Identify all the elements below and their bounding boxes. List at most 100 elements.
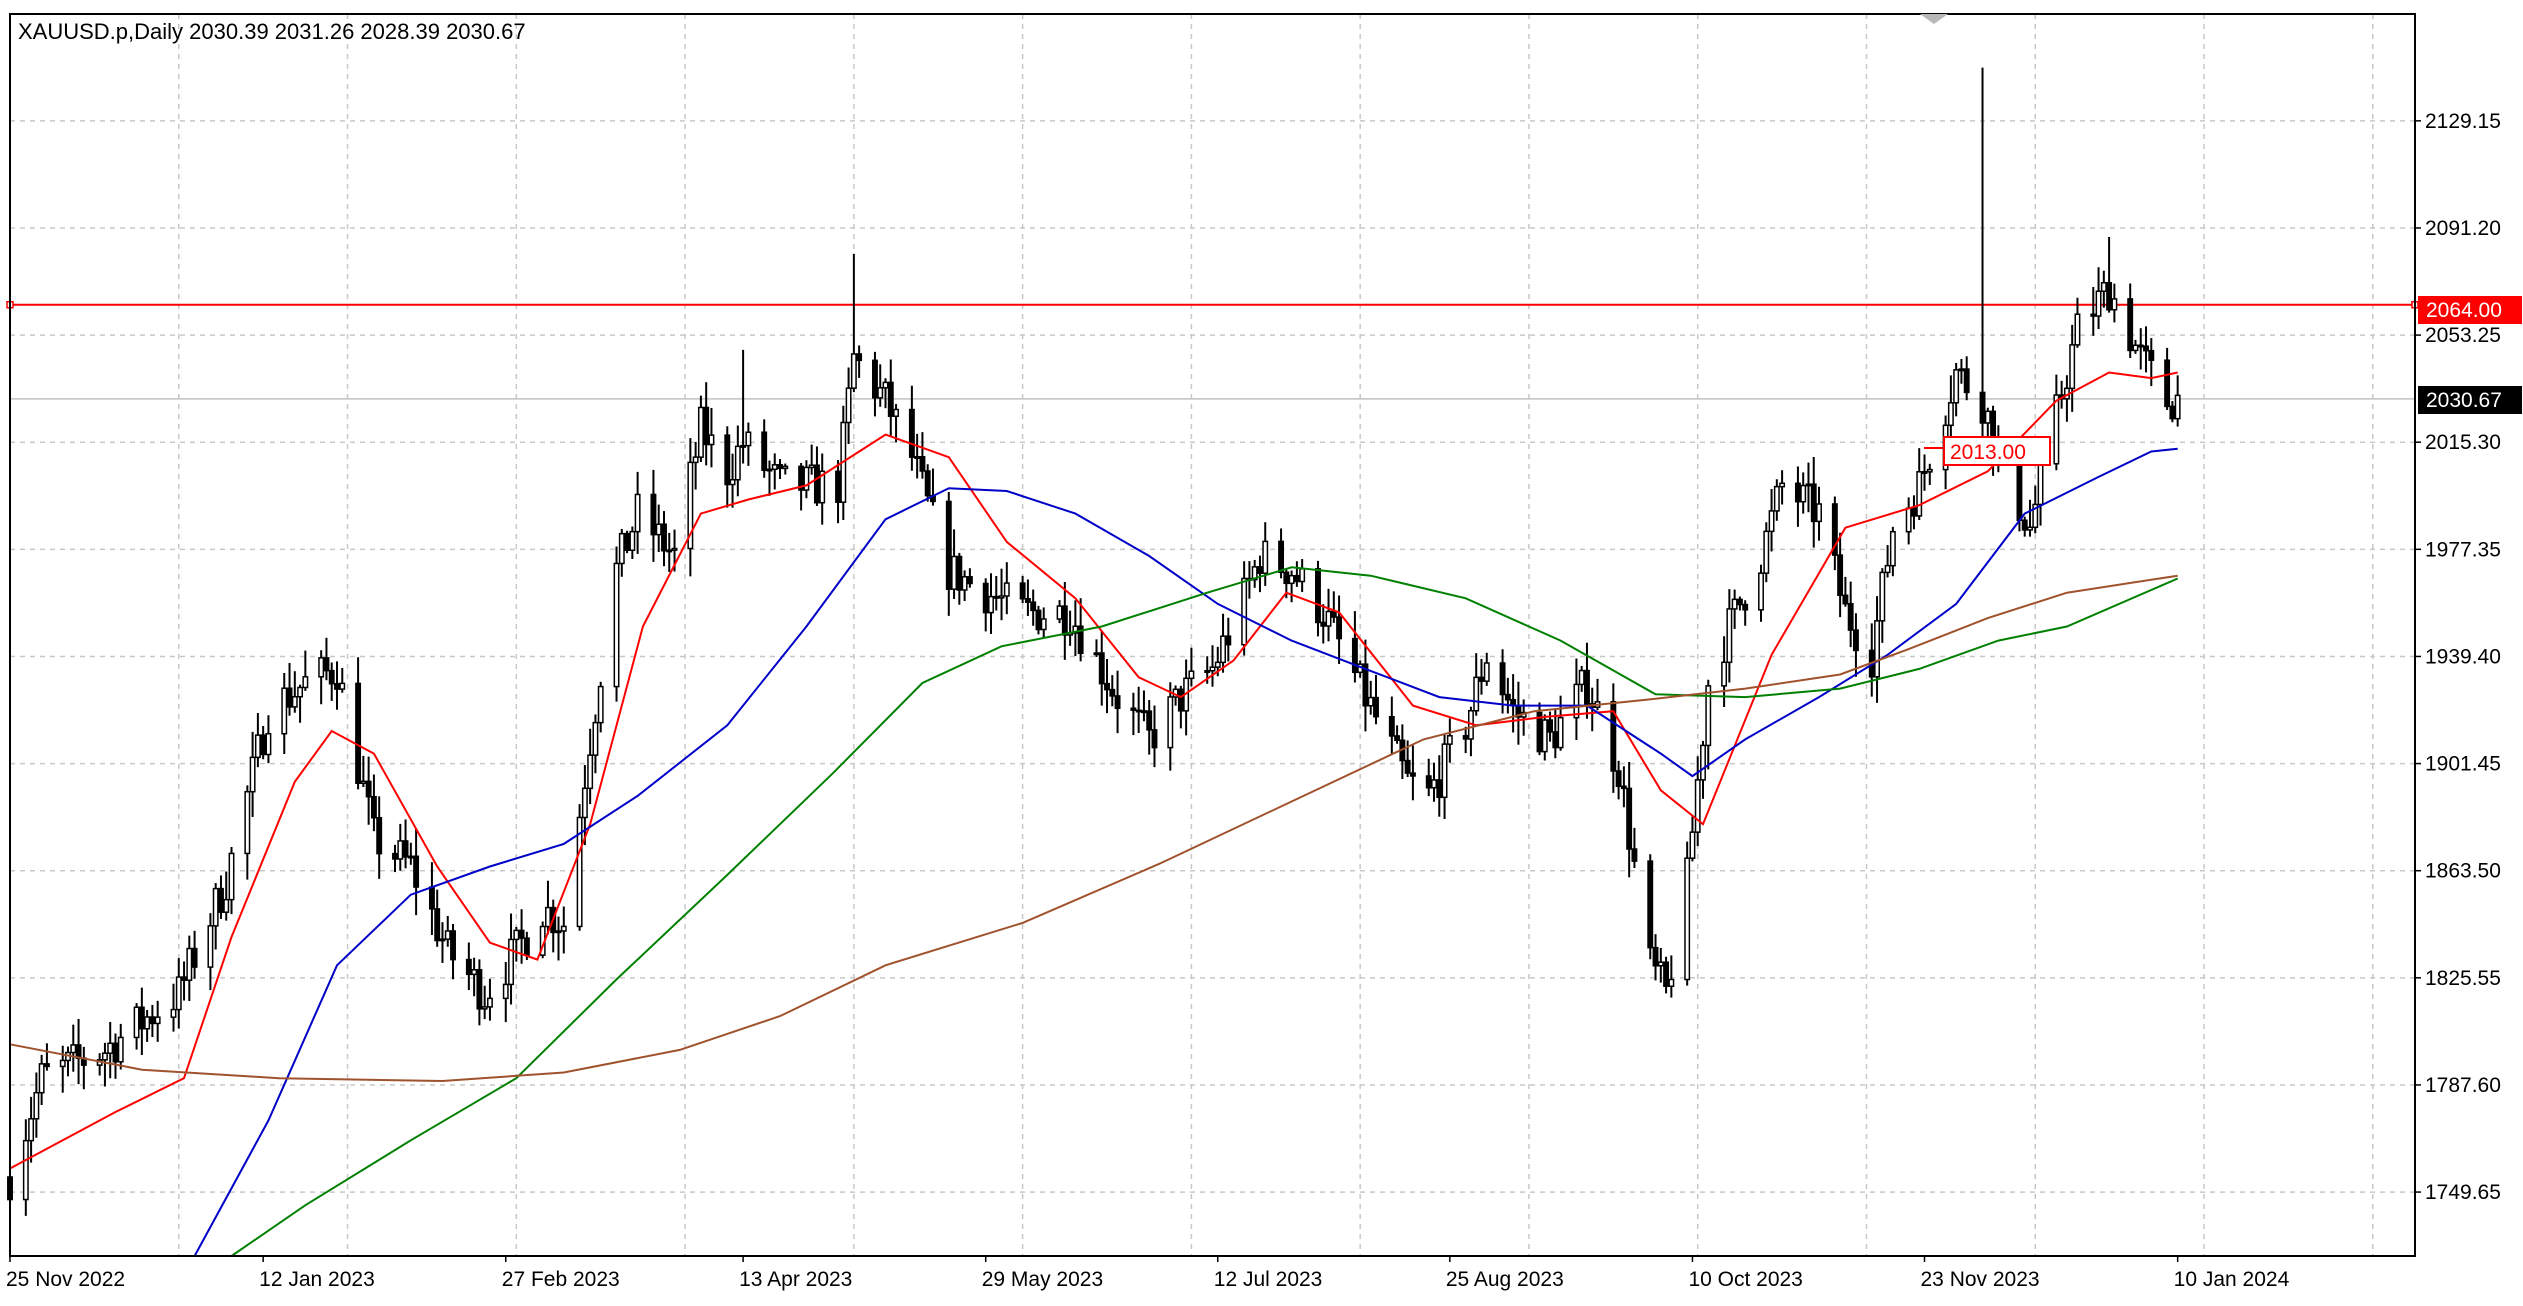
candle-body [708,434,715,446]
candle-body [1035,609,1042,631]
candle-body [803,466,810,491]
x-tick-label: 23 Nov 2023 [1921,1268,2040,1291]
candle-body [291,695,298,708]
candle-body [328,669,335,685]
candle-body [1657,961,1664,967]
x-tick-label: 25 Aug 2023 [1446,1268,1564,1291]
candle-body [1874,620,1880,678]
candle-body [576,816,583,928]
candle-body [450,930,456,961]
candle-body [1003,582,1010,597]
candle-body [687,461,694,550]
candle-body [1104,682,1110,691]
candle-body [1446,735,1453,745]
candle-body [661,523,667,552]
chart-shift-marker[interactable] [1920,14,1948,24]
candle-body [798,465,805,491]
candle-body [1093,652,1100,656]
candle-body [207,925,214,968]
candle-body [1140,710,1147,714]
x-axis: 25 Nov 2022 12 Jan 2023 27 Feb 2023 13 Apr … [6,1256,2290,1291]
x-tick-label: 12 Jan 2023 [259,1268,375,1291]
candle-body [1504,693,1511,701]
candle-body [703,406,710,446]
candle-body [1911,507,1917,517]
level-price-box [2418,296,2522,324]
candle-body [175,976,182,1011]
candle-body [771,464,778,471]
candle-body [434,908,441,942]
candle-body [1647,860,1654,949]
candle-body [2027,526,2033,531]
candle-body [597,685,604,724]
candle-body [1056,605,1063,620]
candle-body [1953,369,1960,404]
candle-body [170,1008,177,1018]
candle-body [1721,661,1728,687]
candle-body [1441,743,1448,799]
y-tick-label: 1977.35 [2425,538,2501,561]
candle-body [407,855,414,859]
candle-body [502,983,509,1000]
candle-body [1209,666,1216,672]
candle-body [1626,787,1633,850]
candle-body [365,780,372,798]
candle-body [1547,719,1553,733]
candle-body [1689,831,1696,859]
candle-body [249,756,256,793]
candle-body [2095,290,2102,317]
y-axis: 1749.65 1787.60 1825.55 1863.50 1901.45 1939.… [2415,110,2501,1204]
candle-body [476,969,483,1010]
candle-body [191,947,198,968]
x-tick-label: 12 Jul 2023 [1214,1268,1323,1291]
candle-body [22,1139,29,1201]
candle-body [1779,482,1786,488]
candle-body [265,732,272,756]
candle-body [1204,670,1211,674]
candle-body [1473,676,1480,712]
candle-body [1177,688,1184,712]
candle-body [624,532,631,551]
candle-body [1736,598,1743,606]
y-tick-label: 1825.55 [2425,967,2501,990]
x-tick-label: 25 Nov 2022 [6,1268,125,1291]
price-labels: 2064.00 2030.67 2013.00 [1924,296,2522,466]
candle-body [966,576,973,585]
candle-body [1283,571,1290,585]
candle-body [1098,652,1105,685]
candle-body [1842,594,1849,605]
candle-body [1167,696,1174,749]
candle-body [1879,571,1886,622]
candle-body [655,523,662,536]
candle-body [1694,779,1701,833]
candle-body [138,1006,145,1030]
candle-body [1483,662,1490,682]
candle-body [671,547,678,551]
candle-body [508,938,514,986]
candle-body [697,406,704,458]
y-tick-label: 1749.65 [2425,1181,2501,1204]
candle-body [1905,507,1912,533]
candle-body [1188,670,1195,680]
plot-frame [9,13,2416,1257]
candle-body [144,1016,151,1030]
candle-body [1214,661,1221,668]
candle-body [1684,857,1691,981]
candle-body [1146,710,1153,731]
candle-body [254,734,261,759]
candle-body [1336,616,1343,640]
candle-body [212,887,219,927]
candle-body [993,595,1000,599]
candle-body [1852,629,1859,652]
candle-body [1130,707,1137,711]
candle-body [244,790,251,855]
candle-body [2164,359,2171,408]
candle-body [1114,695,1121,709]
candle-body [1668,978,1675,987]
candle-body [1299,568,1306,583]
level-price-label: 2064.00 [2426,299,2502,322]
candle-body [1705,685,1712,747]
candle-body [444,930,451,940]
candle-body [392,852,398,860]
candle-body [181,976,187,981]
